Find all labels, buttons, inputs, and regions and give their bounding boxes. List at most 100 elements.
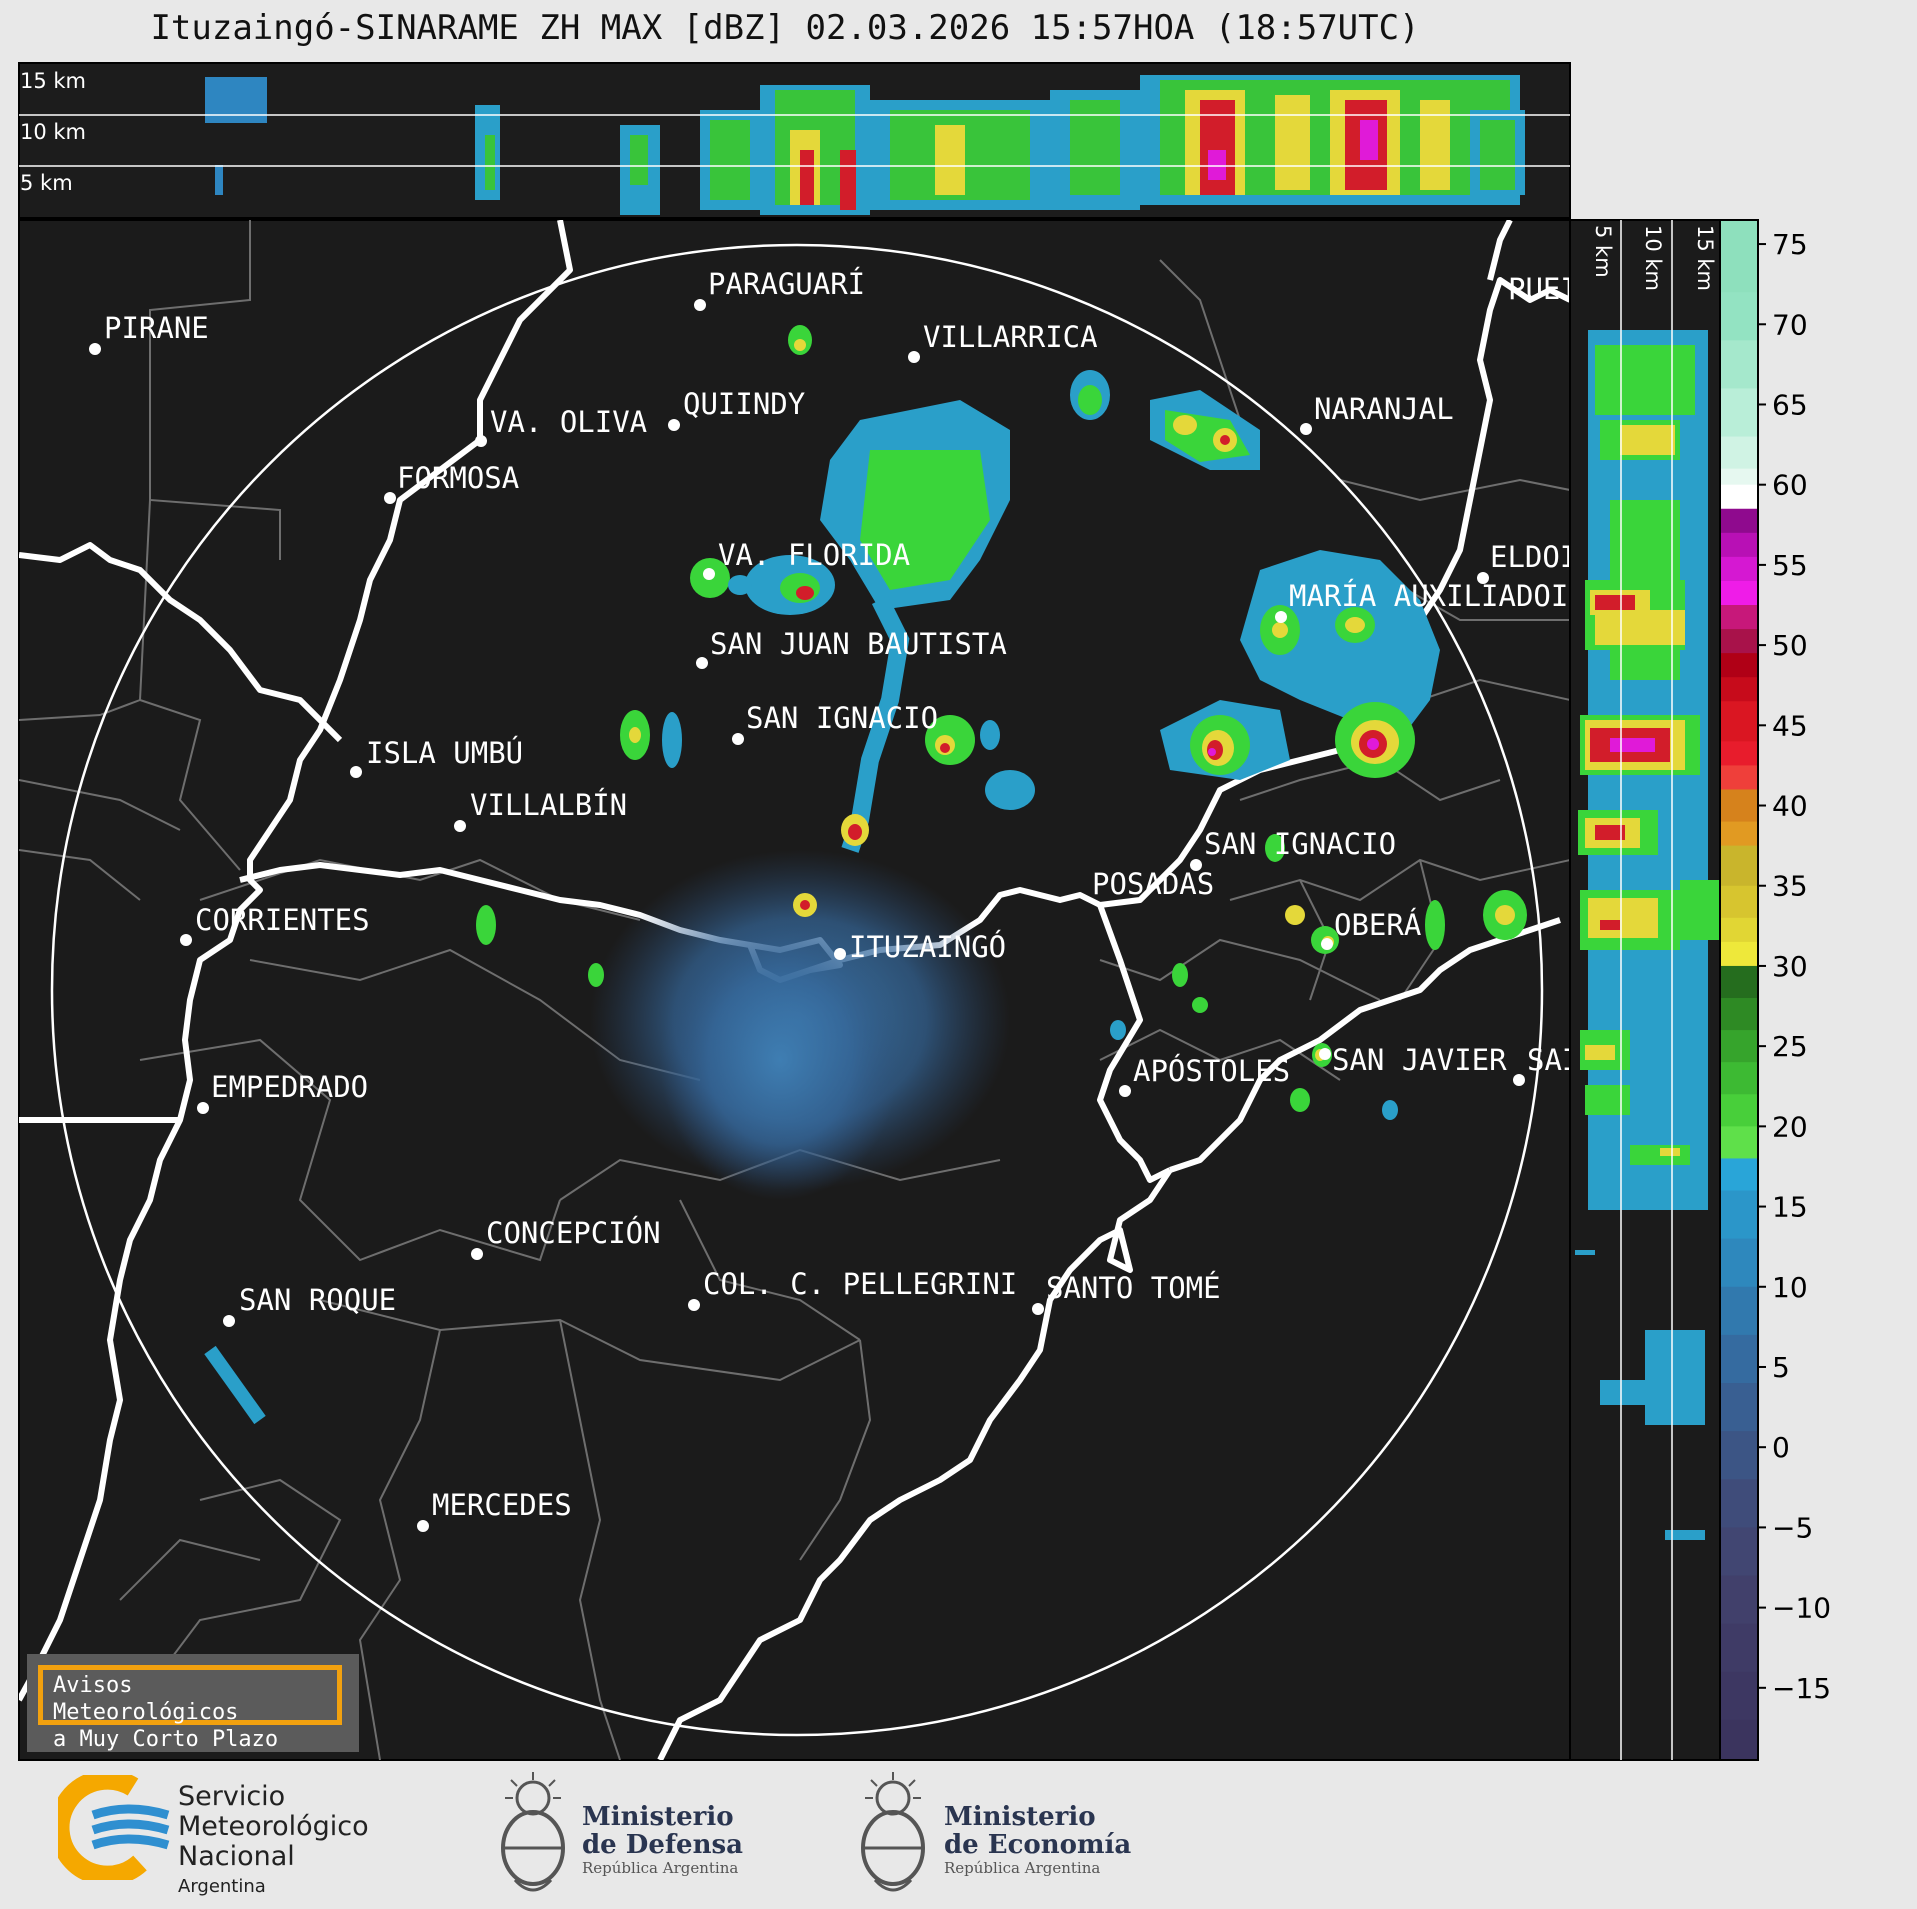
city-label: EMPEDRADO (211, 1070, 368, 1104)
colorbar-steps (1720, 220, 1758, 1761)
colorbar-step (1720, 1030, 1758, 1063)
colorbar-tick-label: 35 (1772, 870, 1808, 903)
colorbar-step (1720, 821, 1758, 847)
city-label: NARANJAL (1314, 392, 1454, 426)
side-altitude-panel: 5 km 10 km 15 km (1569, 219, 1721, 1761)
colorbar-step (1720, 845, 1758, 887)
smn-line-3: Nacional (178, 1841, 295, 1872)
colorbar-step (1720, 1383, 1758, 1432)
colorbar-step (1720, 1575, 1758, 1625)
city-label: OBERÁ (1334, 908, 1421, 942)
city-label: VILLARRICA (923, 320, 1098, 354)
side-alt-10: 10 km (1641, 225, 1665, 291)
colorbar-step (1720, 605, 1758, 630)
side-alt-15: 15 km (1693, 225, 1717, 291)
colorbar-tick-label: 40 (1772, 790, 1808, 823)
colorbar-step (1720, 556, 1758, 582)
smn-logo-text: Servicio Meteorológico Nacional Argentin… (178, 1782, 369, 1902)
top-alt-5: 5 km (20, 171, 73, 195)
city-label: MERCEDES (432, 1488, 572, 1522)
city-dots (89, 299, 1525, 1532)
top-alt-15: 15 km (20, 69, 86, 93)
colorbar-step (1720, 1190, 1758, 1240)
colorbar-tick-label: 75 (1772, 228, 1808, 261)
city-label: MARÍA AUXILIADOI (1289, 579, 1568, 613)
city-label: CORRIENTES (195, 903, 370, 937)
city-label: VA. FLORIDA (718, 538, 910, 572)
colorbar-tick-label: 50 (1772, 629, 1808, 662)
warning-button[interactable]: Avisos Meteorológicos a Muy Corto Plazo (38, 1665, 342, 1752)
colorbar-step (1720, 1479, 1758, 1528)
colorbar-tick-label: 70 (1772, 308, 1808, 341)
colorbar-step (1720, 765, 1758, 790)
colorbar-tick-label: 25 (1772, 1030, 1808, 1063)
argentina-shield-icon (861, 1772, 925, 1892)
colorbar-tick-label: 10 (1772, 1271, 1808, 1304)
smn-line-1: Servicio (178, 1781, 286, 1812)
colorbar-step (1720, 1126, 1758, 1159)
colorbar-step (1720, 1238, 1758, 1288)
colorbar-step (1720, 340, 1758, 389)
colorbar-step (1720, 741, 1758, 766)
warning-line-2: a Muy Corto Plazo (53, 1727, 279, 1752)
city-label: SAN IGNACIO (746, 701, 938, 735)
colorbar-tick-label: 45 (1772, 709, 1808, 742)
colorbar-step (1720, 1062, 1758, 1095)
colorbar-step (1720, 220, 1758, 293)
city-labels: PIRANE PARAGUARÍ VILLARRICA QUIINDY VA. … (104, 267, 1579, 1522)
colorbar-step (1720, 1094, 1758, 1127)
defensa-logo-text: Ministerio de Defensa República Argentin… (582, 1803, 743, 1877)
city-label: VILLALBÍN (470, 788, 627, 822)
colorbar-step (1720, 941, 1758, 967)
city-label: CONCEPCIÓN (486, 1216, 661, 1250)
argentina-shield-icon (501, 1772, 565, 1892)
warning-panel (27, 1654, 359, 1752)
city-label: SAI (1527, 1043, 1579, 1077)
city-label: FORMOSA (397, 461, 519, 495)
city-label: ISLA UMBÚ (366, 736, 523, 770)
city-label: VA. OLIVA (490, 405, 647, 439)
defensa-line-1: Ministerio (582, 1802, 734, 1832)
top-alt-10: 10 km (20, 120, 86, 144)
colorbar-step (1720, 677, 1758, 702)
colorbar-tick-label: 15 (1772, 1191, 1808, 1224)
economia-logo-text: Ministerio de Economía República Argenti… (944, 1803, 1131, 1877)
city-label: APÓSTOLES (1133, 1054, 1290, 1088)
colorbar-step (1720, 701, 1758, 742)
colorbar-step (1720, 653, 1758, 678)
city-label: QUIINDY (683, 387, 805, 421)
city-label: SAN JUAN BAUTISTA (710, 627, 1007, 661)
city-label: POSADAS (1092, 867, 1214, 901)
colorbar-tick-label: 65 (1772, 388, 1808, 421)
warning-line-1: Avisos Meteorológicos (53, 1673, 239, 1725)
colorbar-step (1720, 468, 1758, 486)
colorbar-step (1720, 508, 1758, 534)
colorbar-step (1720, 1527, 1758, 1577)
side-alt-5: 5 km (1591, 225, 1615, 278)
defensa-line-2: de Defensa (582, 1830, 743, 1860)
economia-line-2: de Economía (944, 1830, 1132, 1860)
colorbar-tick-label: −15 (1772, 1672, 1831, 1705)
smn-line-4: Argentina (178, 1876, 266, 1897)
colorbar-tick-label: 60 (1772, 469, 1808, 502)
colorbar-step (1720, 1623, 1758, 1673)
colorbar-step (1720, 292, 1758, 341)
radar-site-label: ITUZAINGÓ (849, 930, 1006, 964)
colorbar-tick-label: −10 (1772, 1592, 1831, 1625)
side-panel-echoes (1575, 330, 1720, 1540)
colorbar-tick-label: −5 (1772, 1511, 1813, 1544)
colorbar-tick-label: 20 (1772, 1110, 1808, 1143)
city-label: ELDOI (1490, 540, 1577, 574)
colorbar-tick-label: 55 (1772, 549, 1808, 582)
colorbar-step (1720, 484, 1758, 510)
top-panel-echoes (205, 75, 1525, 215)
smn-logo-icon (58, 1775, 170, 1880)
economia-line-1: Ministerio (944, 1802, 1096, 1832)
colorbar-step (1720, 1719, 1758, 1761)
economia-line-3: República Argentina (944, 1859, 1101, 1877)
city-label: PIRANE (104, 311, 209, 345)
colorbar-step (1720, 917, 1758, 943)
colorbar-step (1720, 388, 1758, 438)
